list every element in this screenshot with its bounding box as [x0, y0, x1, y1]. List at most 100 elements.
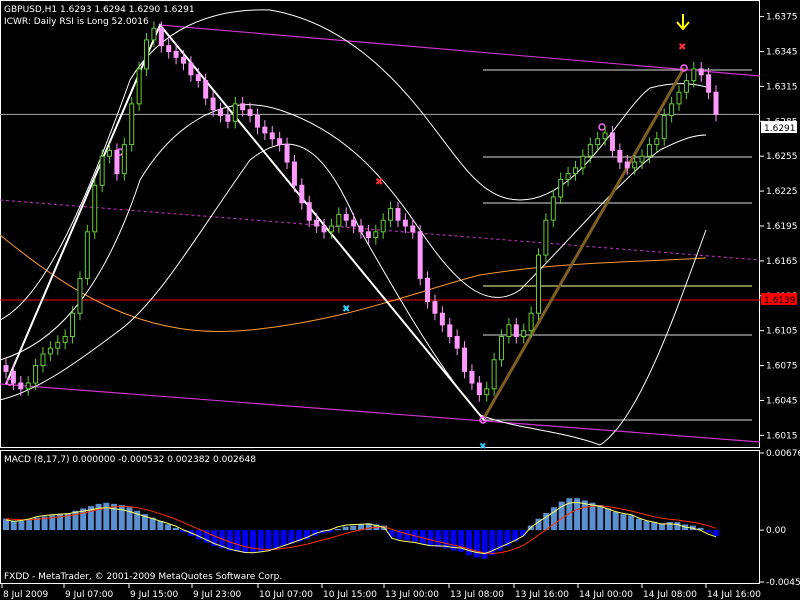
candle-body	[402, 219, 408, 227]
candle-body	[558, 178, 564, 198]
candle-body	[84, 231, 90, 279]
candle-body	[713, 91, 719, 115]
time-tick-label: 13 Jul 16:00	[515, 590, 569, 600]
candle-body	[521, 330, 527, 337]
price-tick-label: 1.6315	[766, 82, 798, 92]
pivot-marker	[598, 123, 606, 131]
candle-body	[550, 196, 556, 221]
macd-bar	[41, 516, 48, 531]
buy-cross-icon: ✖	[342, 304, 350, 315]
price-tick-label: 1.6075	[766, 362, 798, 372]
footer-copyright: FXDD - MetaTrader, © 2001-2009 MetaQuote…	[4, 572, 282, 582]
macd-bar	[103, 502, 110, 531]
bollinger-upper	[0, 9, 711, 321]
candle-body	[18, 382, 24, 390]
price-tick-label: 1.6375	[766, 13, 798, 23]
current-price-label: 1.6291	[764, 124, 796, 134]
candle-body	[683, 80, 689, 93]
candle-body	[188, 62, 194, 76]
channel-mid-line	[0, 199, 761, 261]
bollinger-lower	[0, 143, 707, 446]
price-tick-label: 1.6045	[766, 396, 798, 406]
candle-body	[306, 202, 312, 221]
candle-body	[55, 341, 61, 349]
candle-body	[669, 103, 675, 117]
macd-bar	[651, 522, 658, 531]
candle-body	[654, 138, 660, 146]
candle-body	[646, 144, 652, 157]
macd-bar	[195, 530, 202, 540]
macd-bar	[273, 530, 280, 549]
macd-bar	[581, 500, 588, 531]
candle-body	[373, 231, 379, 239]
candle-body	[33, 365, 39, 384]
macd-bar	[203, 530, 210, 543]
time-tick-label: 9 Jul 07:00	[65, 590, 114, 600]
candle-body	[225, 115, 231, 122]
macd-bar	[697, 527, 704, 531]
macd-bar	[574, 498, 581, 531]
bollinger-middle	[0, 104, 707, 361]
macd-bar	[558, 501, 565, 531]
candle-body	[447, 324, 453, 337]
candle-body	[92, 184, 98, 233]
macd-tick-label: 0.00	[766, 526, 786, 536]
candle-body	[136, 68, 142, 105]
candle-body	[25, 382, 31, 390]
macd-bar	[342, 526, 349, 531]
channel-upper-line	[159, 24, 761, 77]
candle-body	[469, 370, 475, 384]
macd-bar	[535, 518, 542, 531]
candle-body	[513, 324, 519, 337]
candle-body	[299, 184, 305, 204]
moving-average-line	[0, 234, 707, 332]
macd-bar	[211, 530, 218, 547]
candle-body	[528, 312, 534, 332]
macd-bar	[666, 522, 673, 531]
macd-bar	[358, 524, 364, 531]
candle-body	[572, 167, 578, 175]
candle-body	[232, 103, 238, 122]
candle-body	[417, 231, 423, 279]
macd-bar	[26, 519, 33, 531]
price-tick-label: 1.6195	[766, 222, 798, 232]
red-level-label: 1.6139	[764, 296, 796, 306]
candle-body	[47, 347, 53, 355]
price-tick-label: 1.6105	[766, 327, 798, 337]
candle-body	[580, 155, 586, 169]
candle-body	[410, 225, 416, 233]
price-tick-label: 1.6015	[766, 431, 798, 441]
macd-bar	[18, 521, 25, 531]
candle-body	[609, 132, 615, 151]
candle-body	[425, 277, 431, 303]
macd-bar	[180, 530, 187, 533]
candle-body	[388, 208, 394, 221]
candle-body	[484, 388, 490, 396]
candle-body	[328, 225, 334, 233]
candle-body	[10, 370, 16, 384]
macd-bar	[520, 530, 527, 536]
macd-bar	[3, 518, 9, 531]
macd-bar	[172, 527, 179, 531]
macd-bar	[365, 523, 372, 531]
macd-bar	[419, 530, 426, 544]
macd-bar	[10, 521, 17, 531]
candle-body	[181, 56, 186, 64]
candle-body	[358, 225, 364, 233]
candle-body	[195, 74, 201, 82]
candle-body	[210, 97, 216, 111]
macd-bar	[496, 530, 503, 551]
candle-body	[476, 382, 482, 396]
indicator-line: ICWR: Daily RSI is Long 52.0016	[4, 17, 149, 27]
time-tick-label: 8 Jul 2009	[3, 590, 48, 600]
candle-body	[240, 103, 246, 111]
candle-body	[491, 359, 497, 390]
candle-body	[114, 149, 120, 175]
candle-body	[3, 365, 9, 372]
candle-body	[70, 312, 76, 338]
macd-bar	[388, 530, 395, 537]
macd-bar	[157, 521, 164, 531]
macd-bar	[635, 518, 642, 531]
